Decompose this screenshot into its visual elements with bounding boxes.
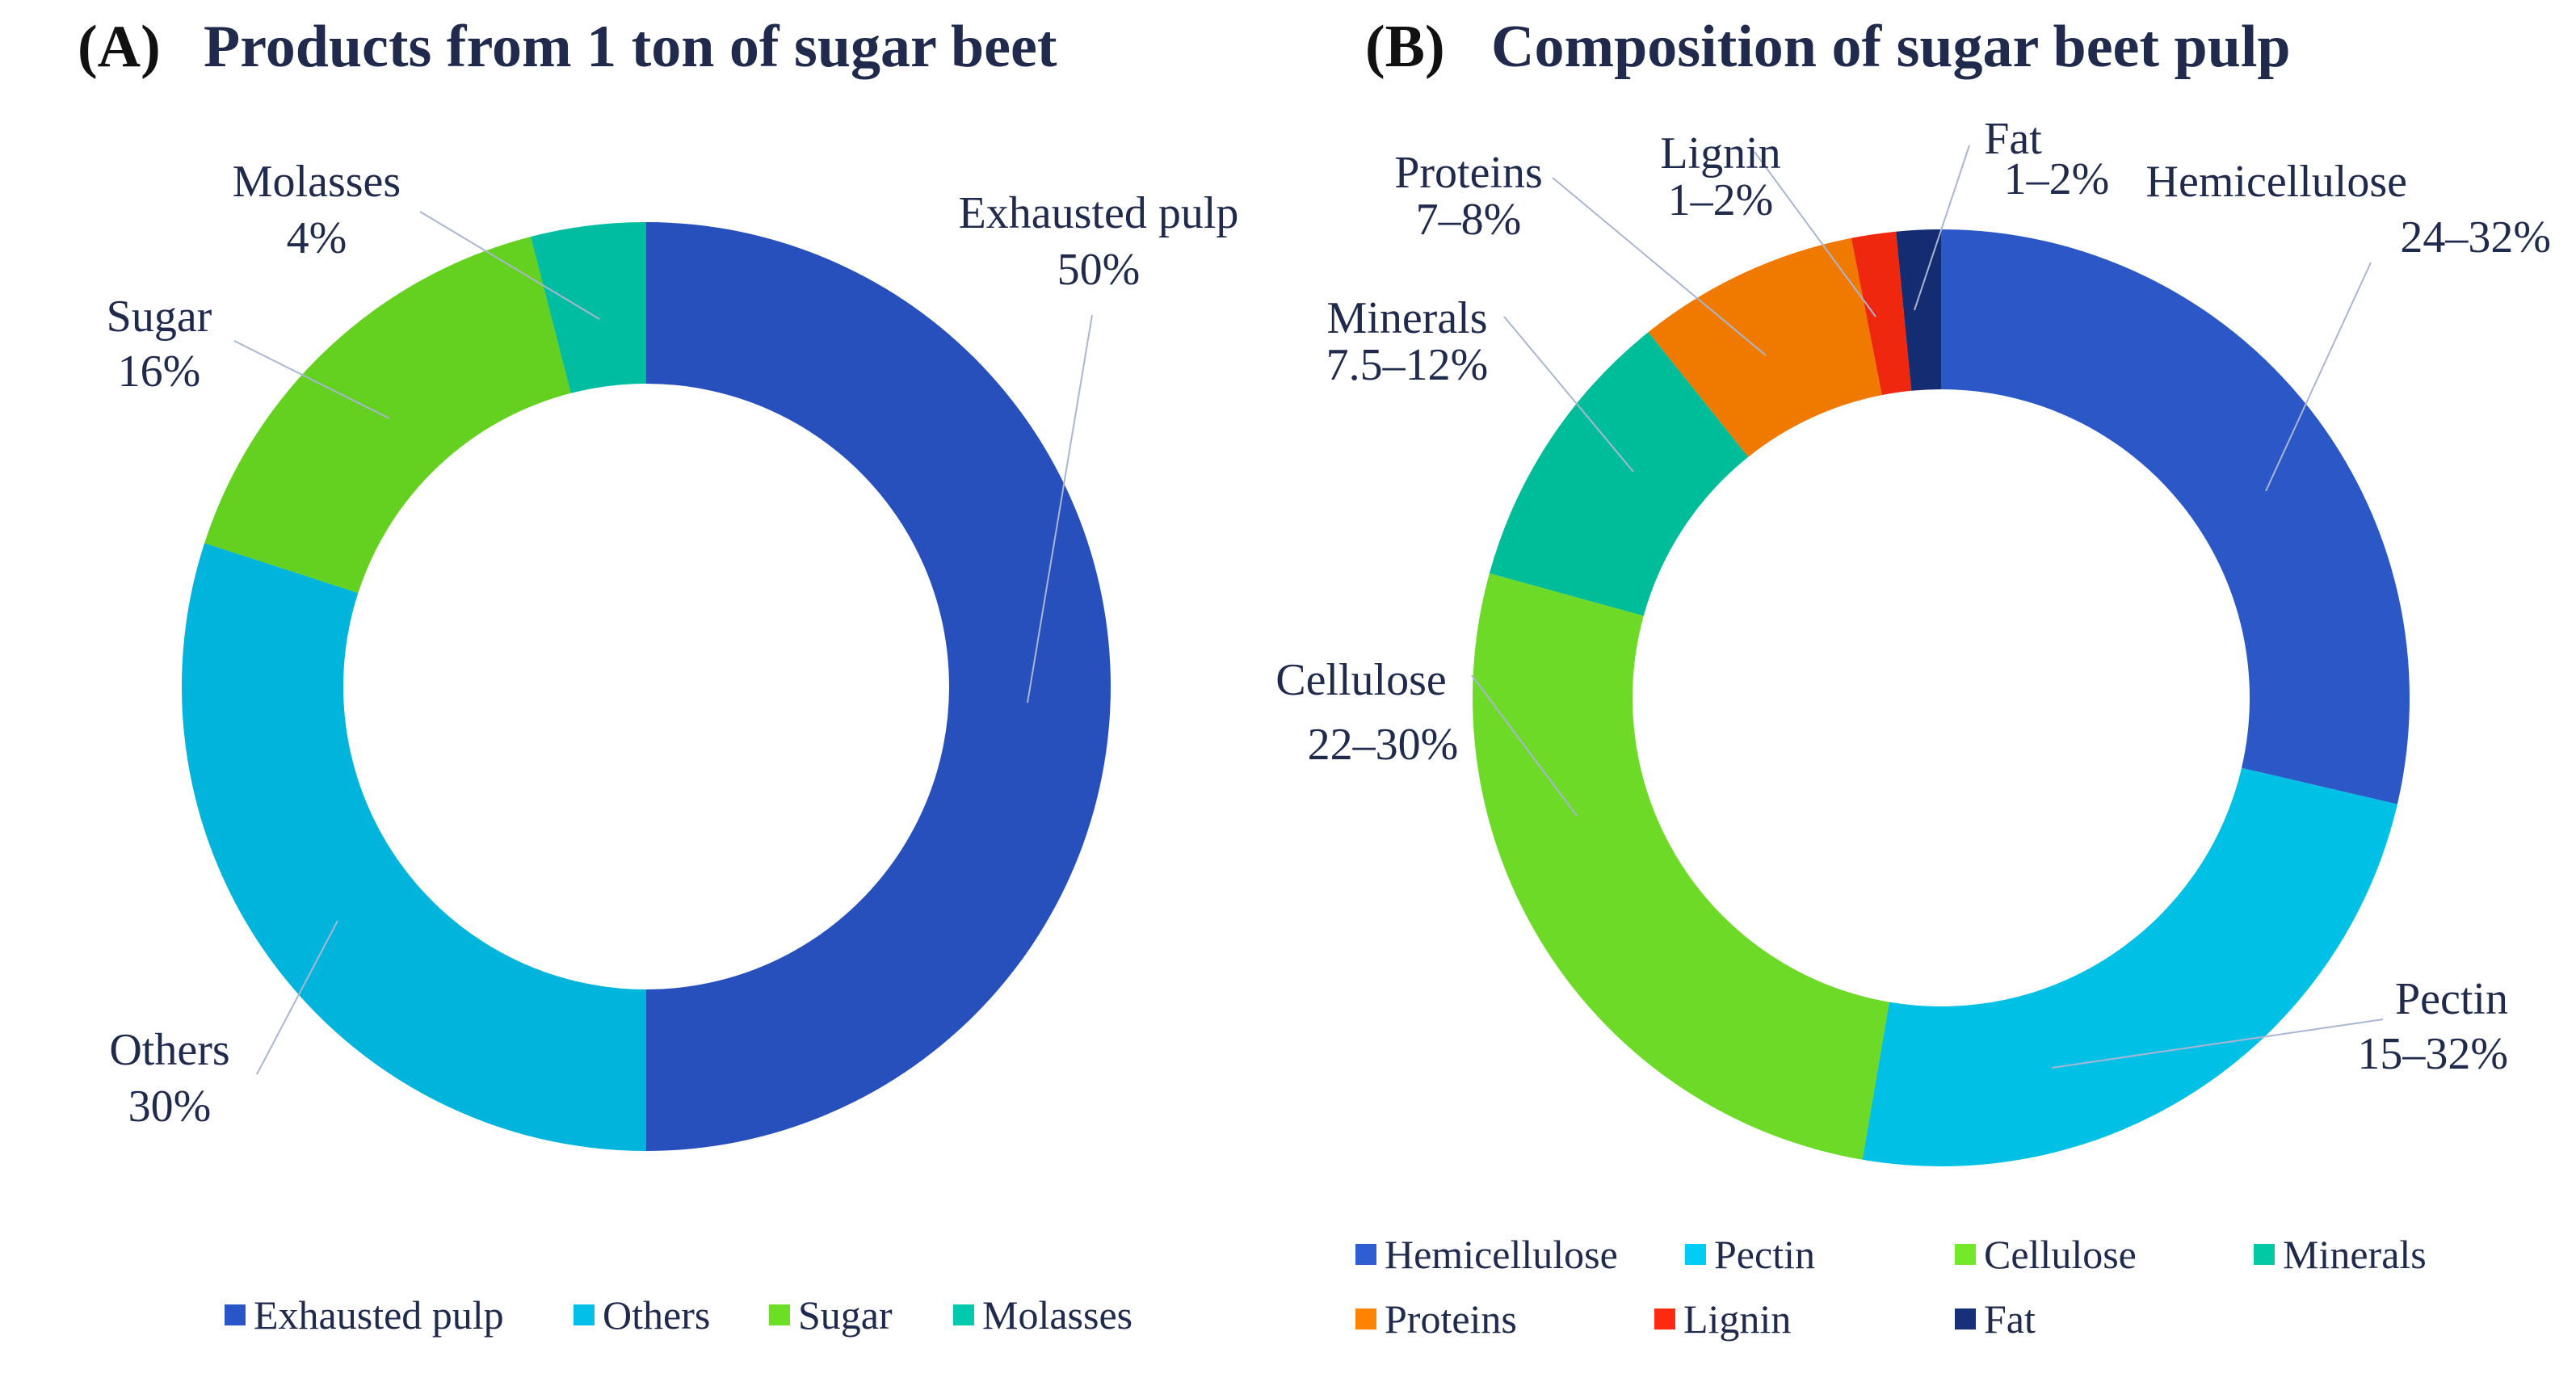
panel-b-label-name-pectin: Pectin: [2395, 974, 2508, 1024]
panel-b-label-name-hemicellulose: Hemicellulose: [2146, 157, 2407, 207]
panel-b-label-value-minerals: 7.5–12%: [1326, 340, 1489, 390]
panel-b-legend: Hemicellulose Pectin Cellulose Minerals Prot…: [1355, 1232, 2427, 1342]
panel-b-slice-pectin: [1862, 767, 2397, 1166]
panel-a-legend-swatch-exhausted-pulp: [225, 1304, 246, 1325]
panel-a-legend-label-sugar: Sugar: [798, 1292, 893, 1338]
panel-a-title: Products from 1 ton of sugar beet: [204, 14, 1057, 80]
panel-b-slice-hemicellulose: [1941, 229, 2410, 804]
panel-b-legend-label-pectin: Pectin: [1714, 1232, 1815, 1277]
panel-a: (A) Products from 1 ton of sugar beet Ex…: [78, 14, 1238, 1338]
panel-a-leader-molasses: [419, 211, 600, 320]
panel-b-label-name-proteins: Proteins: [1394, 148, 1543, 198]
panel-a-label-value-exhausted-pulp: 50%: [1057, 245, 1141, 295]
panel-b-leader-minerals: [1503, 316, 1634, 473]
panel-b: (B) Composition of sugar beet pulp Hemic…: [1275, 14, 2551, 1342]
panel-a-label-name-others: Others: [109, 1025, 229, 1075]
panel-a-label-value-molasses: 4%: [287, 213, 347, 263]
panel-b-legend-label-fat: Fat: [1984, 1296, 2036, 1342]
panel-b-tag: (B): [1365, 14, 1445, 80]
panel-b-title: Composition of sugar beet pulp: [1491, 14, 2291, 80]
panel-b-slice-minerals: [1489, 332, 1749, 616]
panel-b-legend-label-lignin: Lignin: [1683, 1296, 1791, 1342]
panel-b-label-value-pectin: 15–32%: [2357, 1029, 2508, 1079]
panel-b-leader-proteins: [1552, 177, 1767, 356]
panel-b-ring-shade: [1473, 229, 2410, 1166]
panel-b-legend-swatch-fat: [1955, 1308, 1976, 1329]
panel-a-donut: [182, 222, 1111, 1151]
panel-b-label-name-lignin: Lignin: [1660, 128, 1780, 179]
panel-b-legend-swatch-proteins: [1355, 1308, 1376, 1329]
panel-b-slice-fat: [1896, 229, 1941, 391]
panel-b-leader-cellulose: [1471, 674, 1578, 817]
panel-b-legend-swatch-lignin: [1654, 1308, 1675, 1329]
panel-a-label-name-exhausted-pulp: Exhausted pulp: [959, 188, 1239, 238]
panel-b-slice-cellulose: [1473, 573, 1889, 1160]
panel-b-slice-lignin: [1851, 231, 1912, 396]
panel-b-legend-swatch-cellulose: [1955, 1244, 1976, 1265]
panel-b-legend-swatch-hemicellulose: [1355, 1244, 1376, 1265]
panel-b-donut: [1473, 229, 2410, 1166]
panel-b-legend-swatch-pectin: [1685, 1244, 1706, 1265]
panel-a-leader-sugar: [233, 340, 390, 419]
panel-b-label-value-proteins: 7–8%: [1416, 195, 1522, 245]
panel-b-label-value-lignin: 1–2%: [1668, 175, 1774, 225]
panel-a-legend-label-others: Others: [603, 1292, 710, 1338]
panel-b-label-value-fat: 1–2%: [2004, 154, 2110, 204]
panel-a-label-name-sugar: Sugar: [107, 292, 212, 342]
panel-b-leader-hemicellulose: [2265, 262, 2372, 492]
panel-b-legend-label-proteins: Proteins: [1385, 1296, 1517, 1342]
panel-b-legend-label-hemicellulose: Hemicellulose: [1385, 1232, 1618, 1277]
panel-a-slice-others: [182, 543, 646, 1151]
panel-b-legend-swatch-minerals: [2254, 1244, 2275, 1265]
panel-a-legend-label-molasses: Molasses: [982, 1292, 1133, 1338]
panel-a-label-value-others: 30%: [128, 1082, 212, 1132]
panel-b-label-name-minerals: Minerals: [1326, 293, 1487, 343]
panel-b-legend-label-minerals: Minerals: [2283, 1232, 2427, 1277]
panel-b-slice-proteins: [1648, 237, 1882, 457]
panel-b-label-name-cellulose: Cellulose: [1275, 655, 1447, 705]
panel-b-leader-lignin: [1754, 151, 1876, 317]
panel-b-legend-label-cellulose: Cellulose: [1984, 1232, 2137, 1277]
panel-a-tag: (A): [78, 14, 161, 80]
panel-b-label-value-cellulose: 22–30%: [1308, 720, 1459, 770]
panel-a-label-value-sugar: 16%: [118, 347, 201, 397]
panel-b-label-value-hemicellulose: 24–32%: [2400, 212, 2551, 263]
panel-b-leader-pectin: [2051, 1019, 2384, 1069]
panel-a-slice-sugar: [204, 237, 571, 594]
panel-b-leader-fat: [1914, 145, 1970, 311]
panel-a-leader-others: [256, 920, 338, 1075]
panel-a-label-name-molasses: Molasses: [233, 157, 401, 207]
panel-a-leader-exhausted-pulp: [1027, 314, 1093, 704]
panel-a-legend-swatch-molasses: [953, 1304, 974, 1325]
panel-a-legend-swatch-others: [574, 1304, 595, 1325]
panel-a-legend: Exhausted pulp Others Sugar Molasses: [225, 1292, 1133, 1338]
panel-a-ring-shade: [182, 222, 1111, 1151]
panel-a-legend-label-exhausted-pulp: Exhausted pulp: [254, 1292, 504, 1338]
panel-b-label-name-fat: Fat: [1984, 114, 2042, 164]
panel-a-slice-molasses: [531, 222, 646, 393]
panel-a-legend-swatch-sugar: [769, 1304, 790, 1325]
panel-a-slice-exhausted-pulp: [646, 222, 1111, 1151]
